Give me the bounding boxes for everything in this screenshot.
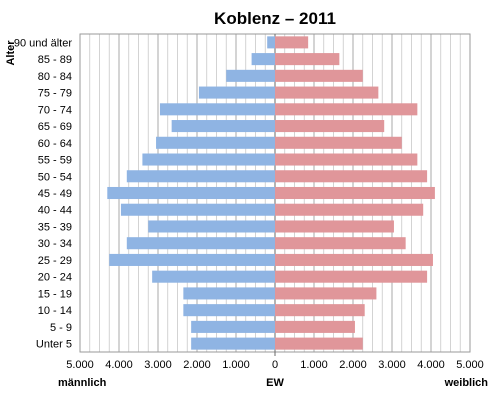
bar-male-16 <box>183 304 275 317</box>
bar-male-7 <box>142 153 275 166</box>
y-axis-label: Alter <box>5 40 17 66</box>
x-tick-label: 3.000 <box>144 359 172 371</box>
x-tick-label: 3.000 <box>378 359 406 371</box>
y-tick-label: Unter 5 <box>36 339 72 351</box>
y-tick-label: 75 - 79 <box>38 88 72 100</box>
male-label: männlich <box>58 377 107 389</box>
bar-female-15 <box>275 287 377 300</box>
y-tick-label: 45 - 49 <box>38 188 72 200</box>
y-tick-label: 20 - 24 <box>38 272 72 284</box>
y-tick-label: 55 - 59 <box>38 155 72 167</box>
y-tick-label: 15 - 19 <box>38 288 72 300</box>
y-tick-label: 40 - 44 <box>38 205 72 217</box>
bar-female-5 <box>275 120 385 133</box>
bar-female-8 <box>275 170 428 183</box>
bar-male-17 <box>191 320 275 333</box>
bar-female-0 <box>275 36 309 49</box>
x-tick-label: 2.000 <box>339 359 367 371</box>
y-tick-label: 65 - 69 <box>38 121 72 133</box>
bar-male-15 <box>183 287 275 300</box>
bar-female-2 <box>275 69 363 82</box>
bar-male-18 <box>191 337 275 350</box>
x-tick-label: 1.000 <box>300 359 328 371</box>
bar-female-4 <box>275 103 418 116</box>
bar-male-8 <box>126 170 275 183</box>
bar-female-16 <box>275 304 365 317</box>
bar-male-4 <box>159 103 275 116</box>
bar-male-14 <box>152 270 275 283</box>
bar-male-9 <box>107 186 275 200</box>
y-tick-label: 50 - 54 <box>38 171 72 183</box>
bar-male-11 <box>148 220 275 233</box>
y-tick-label: 35 - 39 <box>38 221 72 233</box>
x-tick-label: 0 <box>272 359 278 371</box>
y-tick-label: 30 - 34 <box>38 238 72 250</box>
x-tick-label: 5.000 <box>66 359 94 371</box>
y-tick-label: 60 - 64 <box>38 138 72 150</box>
bar-female-6 <box>275 136 402 149</box>
bar-male-5 <box>171 120 275 133</box>
female-label: weiblich <box>444 377 489 389</box>
bar-female-13 <box>275 253 433 266</box>
bar-male-3 <box>198 86 275 99</box>
x-tick-label: 4.000 <box>105 359 133 371</box>
bar-female-11 <box>275 220 394 233</box>
bar-female-17 <box>275 320 355 333</box>
bar-male-0 <box>267 36 275 49</box>
x-tick-labels: 5.000 4.000 3.000 2.000 1.000 0 1.000 2.000 3.00… <box>66 359 484 371</box>
y-tick-label: 70 - 74 <box>38 104 72 116</box>
bar-female-9 <box>275 186 435 200</box>
chart-title: Koblenz – 2011 <box>214 9 336 28</box>
y-tick-label: 80 - 84 <box>38 71 72 83</box>
x-axis-label: EW <box>266 377 284 389</box>
bar-male-1 <box>251 53 275 66</box>
y-tick-labels: 90 und älter 85 - 89 80 - 84 75 - 79 70 - 74… <box>14 37 72 350</box>
x-tick-label: 2.000 <box>183 359 211 371</box>
bar-male-6 <box>156 136 275 149</box>
bar-female-12 <box>275 237 406 250</box>
bar-male-13 <box>109 253 275 266</box>
y-tick-label: 25 - 29 <box>38 255 72 267</box>
bar-male-12 <box>126 237 275 250</box>
bars <box>107 36 435 350</box>
bar-male-2 <box>226 69 275 82</box>
bar-female-14 <box>275 270 428 283</box>
x-tick-label: 4.000 <box>417 359 445 371</box>
y-tick-label: 5 - 9 <box>50 322 72 334</box>
bar-female-10 <box>275 203 424 216</box>
bar-female-18 <box>275 337 363 350</box>
y-tick-label: 90 und älter <box>14 37 72 49</box>
y-tick-label: 10 - 14 <box>38 305 72 317</box>
bar-female-7 <box>275 153 418 166</box>
bar-female-1 <box>275 53 340 66</box>
bar-male-10 <box>120 203 275 216</box>
y-tick-label: 85 - 89 <box>38 54 72 66</box>
bar-female-3 <box>275 86 379 99</box>
x-tick-label: 1.000 <box>222 359 250 371</box>
x-tick-label: 5.000 <box>456 359 484 371</box>
